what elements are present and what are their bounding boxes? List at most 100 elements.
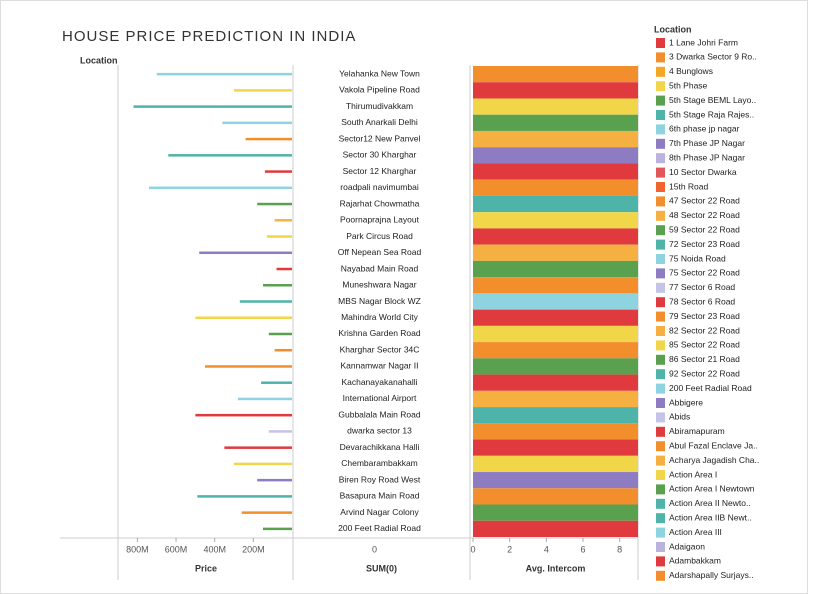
category-label: Arvind Nagar Colony [340,507,419,517]
bar [473,455,638,473]
bar [148,186,292,190]
bar [473,277,638,294]
legend-label: 59 Sector 22 Road [669,224,740,234]
legend-swatch [656,52,665,63]
bar [473,472,638,489]
bar [224,446,292,449]
legend-swatch [656,268,665,279]
category-label: Krishna Garden Road [338,328,420,338]
bar [205,365,292,368]
legend-swatch [656,326,665,336]
legend-swatch [656,66,665,77]
legend-label: 92 Sector 22 Road [669,368,740,378]
legend-label: Action Area III [669,527,722,537]
legend-swatch [656,182,665,192]
category-label: 200 Feet Radial Road [338,523,421,533]
legend-swatch [656,556,665,567]
legend-label: 4 Bunglows [669,66,713,76]
legend-swatch [656,484,665,495]
legend-swatch [656,81,665,92]
bar [274,219,292,222]
bar [274,348,292,352]
legend-label: 47 Sector 22 Road [669,196,740,206]
category-label: Vakola Pipeline Road [339,85,420,95]
bar [473,195,638,213]
legend-label: 3 Dwarka Sector 9 Ro.. [669,52,757,62]
category-label: Park Circus Road [346,231,413,241]
category-label: South Anarkali Delhi [341,117,418,127]
legend-swatch [656,513,665,524]
bar [473,520,638,537]
bar [264,170,292,173]
bar [473,114,638,131]
x-tick-label: 0 [470,544,475,554]
legend-label: 6th phase jp nagar [669,124,740,134]
legend-label: Abids [669,412,690,422]
legend-swatch [656,167,665,178]
bar [268,332,292,336]
bar [473,488,638,505]
legend-label: 86 Sector 21 Road [669,354,740,364]
legend-label: 79 Sector 23 Road [669,311,740,321]
bar [263,527,292,531]
x-axis-title: Avg. Intercom [526,563,586,573]
x-tick-label: 400M [203,544,226,554]
legend-title: Location [654,24,692,34]
x-tick-label: 4 [544,544,549,554]
bar [473,244,638,261]
bar [263,284,292,287]
bar [241,511,292,514]
bar [239,300,292,303]
legend-swatch [656,470,665,480]
bar [473,309,638,326]
category-label: Mahindra World City [341,312,419,322]
dashboard-title: HOUSE PRICE PREDICTION IN INDIA [62,28,356,45]
bar [222,121,292,125]
x-tick-label: 2 [507,544,512,554]
bar [473,325,638,343]
category-label: MBS Nagar Block WZ [338,296,421,306]
legend-swatch [656,455,665,466]
category-label: Sector 12 Kharghar [343,166,417,176]
x-axis-title: SUM(0) [366,563,397,573]
legend-label: Action Area IIB Newt.. [669,512,752,522]
legend-swatch [656,210,665,221]
legend-swatch [656,124,665,135]
category-label: Nayabad Main Road [341,263,419,273]
x-tick-label: 8 [617,544,622,554]
bar [473,390,638,408]
legend-swatch [656,340,665,351]
category-label: Kachanayakanahalli [341,377,417,387]
legend-swatch [656,311,665,322]
legend-label: 75 Noida Road [669,253,726,263]
legend-swatch [656,38,665,48]
legend-label: 82 Sector 22 Road [669,325,740,335]
legend-label: 1 Lane Johri Farm [669,37,738,47]
bar [234,89,292,92]
legend-label: 10 Sector Dwarka [669,167,737,177]
category-label: Rajarhat Chowmatha [340,198,420,208]
legend-label: 8th Phase JP Nagar [669,152,745,162]
bar [237,397,292,401]
legend-label: Abiramapuram [669,426,725,436]
category-label: International Airport [343,393,417,403]
category-label: roadpali navimumbai [340,182,419,192]
bar [197,495,292,498]
bar [473,147,638,164]
category-label: Kharghar Sector 34C [340,344,420,354]
category-label: Off Nepean Sea Road [338,247,422,257]
bar [473,504,638,521]
bar [234,462,292,466]
category-label: Thirumudivakkam [346,101,413,111]
legend-swatch [656,383,665,394]
bar [473,423,638,440]
x-tick-label: 6 [580,544,585,554]
legend-label: 78 Sector 6 Road [669,296,735,306]
bar [473,439,638,456]
category-label: Gubbalala Main Road [338,409,420,419]
legend-swatch [656,426,665,437]
bar [473,293,638,310]
legend-label: 5th Phase [669,80,708,90]
bar [268,430,292,433]
bar [245,137,292,141]
